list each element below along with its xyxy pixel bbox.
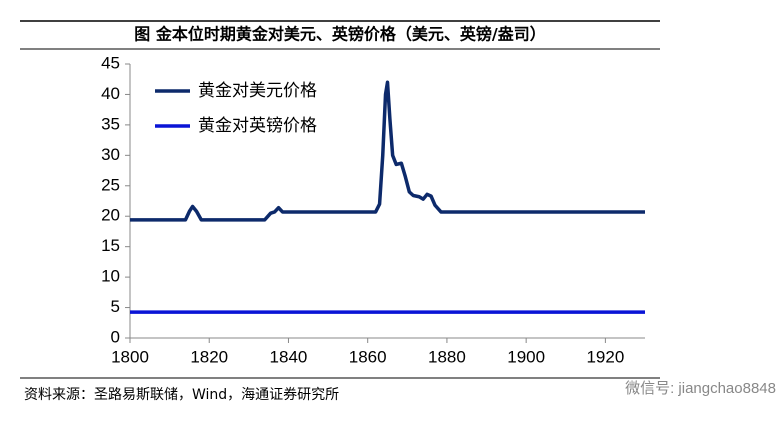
chart-title: 图 金本位时期黄金对美元、英镑价格（美元、英镑/盎司） <box>134 25 545 44</box>
x-tick-label: 1820 <box>190 347 228 366</box>
x-tick-label: 1920 <box>586 347 624 366</box>
y-tick-label: 10 <box>101 267 120 286</box>
watermark: 微信号: jiangchao8848 <box>625 380 776 397</box>
legend-label: 黄金对英镑价格 <box>198 116 317 136</box>
x-tick-label: 1860 <box>349 347 387 366</box>
x-tick-label: 1900 <box>507 347 545 366</box>
y-tick-label: 20 <box>101 206 120 225</box>
x-tick-label: 1800 <box>111 347 149 366</box>
y-tick-label: 40 <box>101 84 120 103</box>
y-tick-label: 15 <box>101 236 120 255</box>
y-tick-label: 35 <box>101 114 120 133</box>
y-tick-label: 5 <box>111 297 120 316</box>
y-tick-label: 30 <box>101 145 120 164</box>
x-tick-label: 1840 <box>270 347 308 366</box>
y-tick-label: 0 <box>111 327 120 346</box>
x-tick-label: 1880 <box>428 347 466 366</box>
y-tick-label: 45 <box>101 53 120 72</box>
series-line <box>130 80 645 222</box>
y-tick-label: 25 <box>101 175 120 194</box>
source: 资料来源：圣路易斯联储，Wind，海通证券研究所 <box>24 387 339 403</box>
legend-label: 黄金对美元价格 <box>198 81 317 101</box>
